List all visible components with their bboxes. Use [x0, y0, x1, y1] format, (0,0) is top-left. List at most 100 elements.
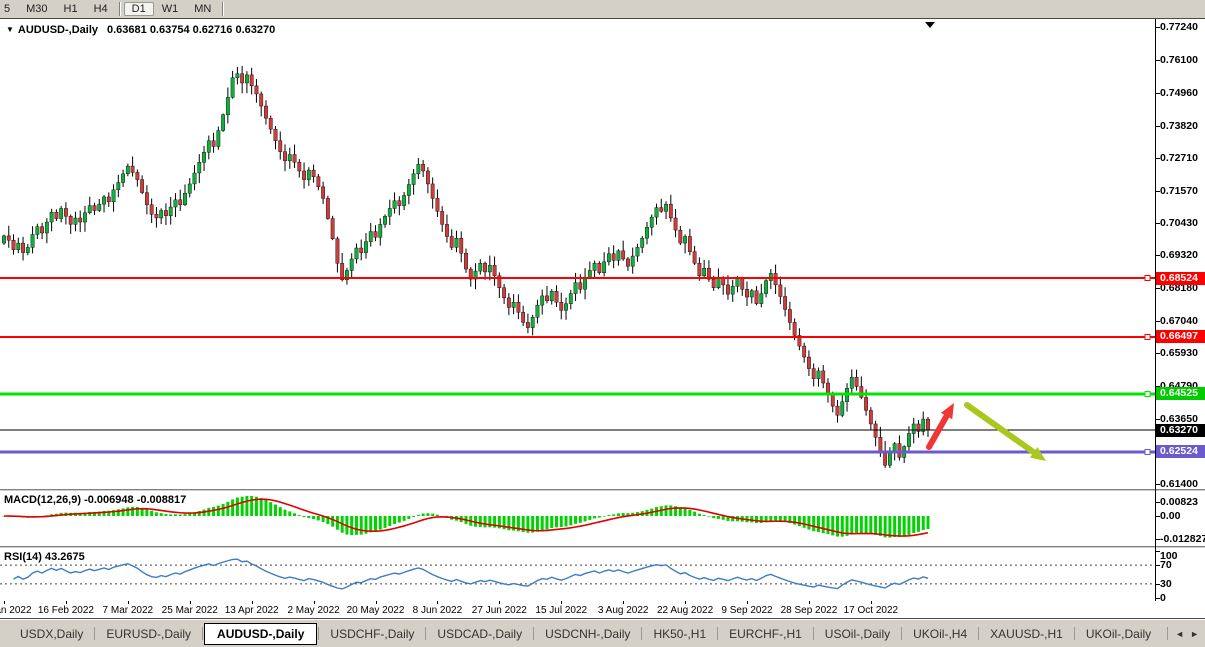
tab-separator: [641, 627, 643, 640]
tab-usdcaddaily[interactable]: USDCAD-,Daily: [437, 626, 523, 641]
date-label: 17 Oct 2022: [843, 605, 899, 616]
date-tick: [870, 601, 872, 604]
price-axis-label: 0.71570: [1160, 184, 1198, 197]
date-tick: [747, 601, 748, 604]
tab-usdchfdaily[interactable]: USDCHF-,Daily: [330, 626, 415, 641]
tab-separator: [1167, 627, 1169, 640]
macd-plot[interactable]: [0, 492, 1155, 546]
timeframe-button-d1[interactable]: D1: [123, 2, 154, 16]
rsi-plot[interactable]: [0, 549, 1155, 601]
price-axis-label: 0.72710: [1160, 151, 1198, 164]
price-badge-0.63270: 0.63270: [1156, 423, 1205, 437]
date-tick: [4, 601, 5, 604]
rsi-axis-tick: [1156, 551, 1160, 552]
tab-separator: [533, 627, 535, 640]
price-axis-label: 0.69320: [1160, 249, 1198, 262]
timeframe-button-5[interactable]: 5: [4, 3, 11, 15]
price-axis-tick: [1156, 157, 1160, 159]
date-label: 3 Aug 2022: [597, 605, 649, 616]
line-handle[interactable]: [1144, 449, 1151, 455]
price-axis-label: 0.73820: [1160, 119, 1198, 132]
panel-separator-rsi[interactable]: [0, 546, 1205, 549]
chart-dropdown-icon: ▼: [6, 25, 14, 34]
date-label: 9 Sep 2022: [721, 605, 773, 616]
price-axis-tick: [1156, 190, 1160, 192]
date-tick: [561, 601, 563, 604]
tab-eurusddaily[interactable]: EURUSD-,Daily: [106, 626, 192, 641]
trend-arrow[interactable]: [964, 402, 1037, 456]
tab-usdxdaily[interactable]: USDX,Daily: [20, 626, 84, 641]
price-axis-label: 0.76100: [1160, 53, 1198, 66]
price-badge-0.68524: 0.68524: [1156, 271, 1205, 285]
macd-axis-tick: [1156, 501, 1160, 503]
date-label: 13 Apr 2022: [224, 605, 279, 616]
date-label: 2 May 2022: [287, 605, 340, 616]
date-tick: [499, 601, 501, 604]
tab-scroll-arrows: ◄ ►: [1166, 627, 1199, 640]
price-axis-tick: [1156, 386, 1160, 388]
timeframe-toolbar: 5 M30 H1 H4 D1 W1 MN: [0, 0, 1205, 18]
trend-arrow[interactable]: [926, 413, 950, 450]
macd-axis-label: 0.00: [1160, 510, 1181, 522]
tab-xauusdh1[interactable]: XAUUSD-,H1: [990, 626, 1063, 641]
tab-ukoilh4[interactable]: UKOil-,H4: [913, 626, 968, 641]
tab-usoildaily[interactable]: USOil-,Daily: [824, 626, 891, 641]
tab-separator: [1073, 627, 1075, 640]
timeframe-button-h1[interactable]: H1: [63, 3, 78, 15]
toolbar-separator: [222, 2, 225, 16]
rsi-axis-label: 30: [1160, 577, 1172, 590]
trend-arrow-head[interactable]: [1030, 447, 1046, 461]
tab-scroll-left-icon[interactable]: ◄: [1175, 628, 1185, 639]
price-badge-0.66497: 0.66497: [1156, 330, 1205, 344]
timeframe-button-w1[interactable]: W1: [161, 3, 179, 15]
price-axis-label: 0.70430: [1160, 217, 1198, 230]
tab-separator: [812, 627, 814, 640]
rsi-axis-tick: [1156, 598, 1160, 599]
price-axis-tick: [1156, 92, 1160, 94]
chart-window-bottom-border: [0, 618, 1205, 619]
date-tick: [685, 601, 687, 604]
bar-shift-marker-icon[interactable]: [925, 22, 935, 28]
trend-arrow-head[interactable]: [940, 403, 954, 420]
date-label: 28 Sep 2022: [780, 605, 838, 616]
tab-separator: [202, 627, 204, 640]
price-axis-label: 0.63650: [1160, 413, 1198, 426]
date-tick: [127, 601, 129, 604]
macd-axis-tick: [1156, 538, 1160, 540]
timeframe-button-h4[interactable]: H4: [93, 3, 108, 15]
date-label: 15 Jul 2022: [535, 605, 588, 616]
price-axis-tick: [1156, 59, 1160, 61]
macd-name: MACD(12,26,9): [4, 494, 82, 506]
date-tick: [189, 601, 191, 604]
date-tick: [65, 601, 67, 604]
panel-separator-macd[interactable]: [0, 489, 1205, 492]
tab-usdcnhdaily[interactable]: USDCNH-,Daily: [545, 626, 631, 641]
price-axis-label: 0.67040: [1160, 315, 1198, 328]
macd-axis-label: -0.012827: [1160, 532, 1205, 545]
date-label: 16 Feb 2022: [37, 605, 94, 616]
date-label: 7 Mar 2022: [102, 605, 154, 616]
rsi-axis-label: 0: [1160, 592, 1166, 604]
price-badge-0.64525: 0.64525: [1156, 387, 1205, 401]
tab-eurchfh1[interactable]: EURCHF-,H1: [729, 626, 802, 641]
macd-values: -0.006948 -0.008817: [84, 494, 187, 506]
tab-separator: [425, 627, 427, 640]
tab-scroll-right-icon[interactable]: ►: [1190, 628, 1199, 639]
date-label: 22 Aug 2022: [656, 605, 714, 616]
date-label: 28 Jan 2022: [0, 605, 32, 616]
line-handle[interactable]: [1144, 275, 1151, 281]
tab-ukoildaily[interactable]: UKOil-,Daily: [1085, 626, 1152, 641]
date-tick: [437, 601, 439, 604]
main-chart-plot[interactable]: [0, 19, 1155, 489]
price-axis-tick: [1156, 419, 1160, 421]
macd-label: MACD(12,26,9) -0.006948 -0.008817: [4, 494, 186, 506]
date-tick: [251, 601, 253, 604]
line-handle[interactable]: [1144, 334, 1151, 340]
price-axis-tick: [1156, 321, 1160, 323]
line-handle[interactable]: [1144, 391, 1151, 397]
timeframe-button-m30[interactable]: M30: [26, 3, 48, 15]
tab-hk50h1[interactable]: HK50-,H1: [653, 626, 707, 641]
timeframe-button-mn[interactable]: MN: [194, 3, 212, 15]
rsi-label: RSI(14) 43.2675: [4, 551, 85, 563]
tab-audusddaily[interactable]: AUDUSD-,Daily: [204, 622, 318, 645]
